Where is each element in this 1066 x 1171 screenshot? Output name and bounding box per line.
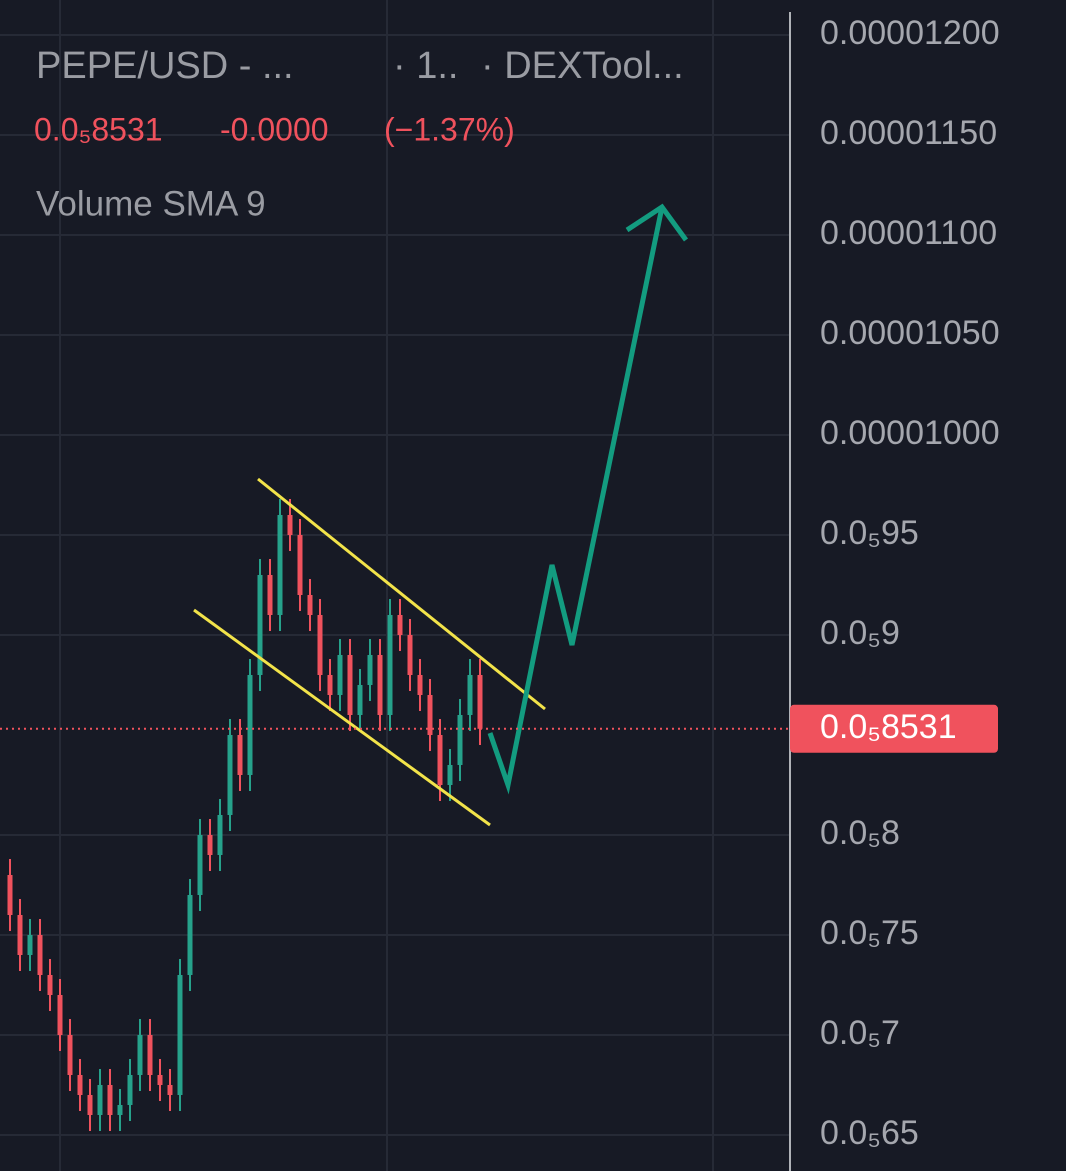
channel-upper <box>257 477 546 711</box>
legend-change: -0.0000 <box>220 111 329 147</box>
candle-body <box>147 1035 153 1075</box>
candle-body <box>367 655 373 685</box>
candle-body <box>17 915 23 955</box>
candle-body <box>467 675 473 715</box>
candle-body <box>107 1085 113 1115</box>
grid <box>59 0 714 1171</box>
y-tick-label: 0.0₅9 <box>820 614 900 652</box>
price-axis: 0.00001200 0.00001150 0.00001100 0.00001050… <box>820 14 1000 1152</box>
symbol-title: PEPE/USD - ... <box>36 45 294 87</box>
candle-body <box>327 675 333 695</box>
header: PEPE/USD - ... · 1.. · DEXTool... 0.0₅85… <box>34 45 684 223</box>
candle-body <box>67 1035 73 1075</box>
last-price-tag <box>790 704 998 753</box>
candle-body <box>227 735 233 815</box>
interval: · 1.. <box>393 45 458 87</box>
candle-body <box>247 675 253 775</box>
candle-body <box>447 765 453 785</box>
candle-body <box>417 675 423 695</box>
y-tick-label: 0.00001050 <box>820 314 1000 352</box>
candle-body <box>267 575 273 615</box>
candle-body <box>307 595 313 615</box>
candle-body <box>297 535 303 595</box>
candle-body <box>477 675 483 729</box>
source: · DEXTool... <box>481 45 684 87</box>
y-tick-label: 0.0₅7 <box>820 1014 900 1052</box>
candle-body <box>377 655 383 715</box>
candle-body <box>237 735 243 775</box>
y-tick-label: 0.0₅65 <box>820 1114 919 1152</box>
candle-body <box>57 995 63 1035</box>
candle-body <box>387 615 393 715</box>
candle-body <box>7 875 13 915</box>
candle-body <box>407 635 413 675</box>
indicator: Volume SMA 9 <box>36 184 266 223</box>
candle-body <box>37 935 43 975</box>
candle-body <box>197 835 203 895</box>
candle-body <box>137 1035 143 1075</box>
candle-body <box>337 655 343 695</box>
candle-body <box>317 615 323 675</box>
channel-lower <box>193 608 491 827</box>
candle-body <box>217 815 223 855</box>
candle-body <box>127 1075 133 1105</box>
y-tick-label: 0.0₅95 <box>820 514 919 552</box>
y-tick-label: 0.00001200 <box>820 14 1000 52</box>
annotations <box>193 203 689 827</box>
h-grid <box>0 34 790 1136</box>
y-tick-label: 0.0₅75 <box>820 914 919 952</box>
candle-body <box>117 1105 123 1115</box>
candle-body <box>177 975 183 1095</box>
y-tick-label: 0.0₅8 <box>820 814 900 852</box>
y-tick-label: 0.00001150 <box>820 114 997 152</box>
candle-body <box>187 895 193 975</box>
candle-body <box>277 515 283 615</box>
candles <box>7 499 483 1131</box>
candle-body <box>457 715 463 765</box>
legend-price: 0.0₅8531 <box>34 111 163 147</box>
y-tick-label: 0.00001100 <box>820 214 997 252</box>
candle-body <box>47 975 53 995</box>
arrow-head <box>625 203 689 242</box>
candle-body <box>97 1085 103 1115</box>
candle-body <box>427 695 433 735</box>
candle-body <box>87 1095 93 1115</box>
candle-body <box>27 935 33 955</box>
candle-body <box>157 1075 163 1085</box>
candle-body <box>167 1085 173 1095</box>
candle-body <box>347 655 353 715</box>
candle-body <box>397 615 403 635</box>
candle-body <box>357 685 363 715</box>
y-tick-label: 0.00001000 <box>820 414 1000 452</box>
last-price-label: 0.0₅8531 <box>820 708 957 746</box>
candle-body <box>257 575 263 675</box>
projection-arrow <box>487 206 665 795</box>
candle-body <box>437 735 443 785</box>
candle-body <box>287 515 293 535</box>
candle-body <box>207 835 213 855</box>
candle-body <box>77 1075 83 1095</box>
legend-change-percent: (−1.37%) <box>384 111 515 147</box>
